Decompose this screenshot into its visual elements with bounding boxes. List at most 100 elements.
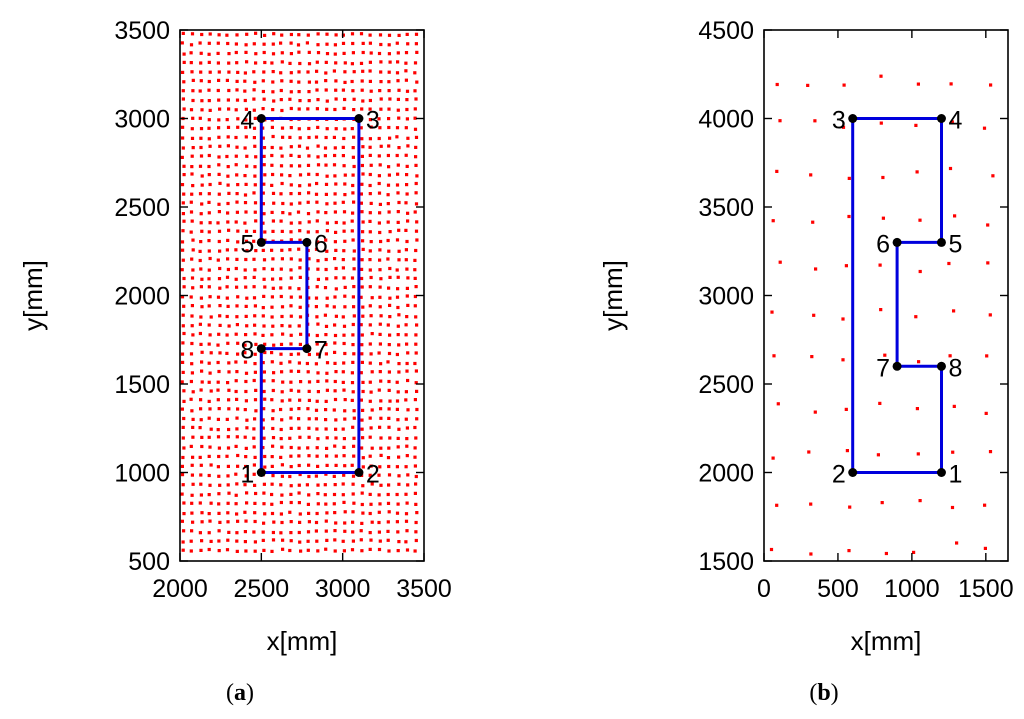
marker-dot (323, 483, 327, 487)
marker-dot (279, 164, 284, 168)
marker-dot (271, 229, 275, 233)
marker-dot (271, 70, 275, 74)
marker-dot (404, 51, 409, 55)
marker-dot (199, 342, 203, 346)
marker-dot (262, 491, 266, 495)
marker-dot (396, 275, 400, 279)
marker-dot (370, 332, 374, 336)
marker-dot (200, 183, 204, 187)
marker-dot (199, 482, 203, 486)
marker-dot (209, 539, 213, 543)
marker-dot (262, 163, 266, 167)
marker-dot (404, 465, 408, 469)
marker-dot (342, 249, 346, 253)
marker-dot (244, 549, 248, 553)
marker-dot (342, 437, 346, 441)
marker-dot (252, 378, 256, 383)
marker-dot (218, 107, 222, 111)
marker-dot (806, 83, 810, 87)
marker-dot (359, 32, 364, 36)
marker-dot (227, 427, 231, 432)
marker-dot (236, 352, 240, 356)
marker-dot (262, 502, 266, 506)
marker-dot (396, 436, 400, 440)
marker-dot (199, 267, 203, 271)
marker-dot (314, 296, 319, 300)
marker-dot (217, 511, 221, 515)
marker-dot (298, 164, 302, 168)
waypoint-8 (256, 344, 266, 354)
marker-dot (226, 381, 230, 385)
marker-dot (949, 82, 953, 86)
marker-dot (947, 261, 951, 266)
marker-dot (386, 520, 390, 524)
marker-dot (289, 145, 293, 149)
marker-dot (315, 88, 319, 92)
marker-dot (413, 398, 417, 402)
marker-dot (235, 88, 239, 92)
marker-dot (189, 549, 193, 553)
marker-dot (333, 192, 337, 196)
marker-dot (218, 181, 222, 185)
marker-dot (234, 472, 238, 476)
marker-dot (218, 286, 222, 290)
marker-dot (280, 399, 284, 403)
marker-dot (387, 379, 391, 384)
marker-dot (360, 267, 364, 271)
marker-dot (405, 501, 409, 505)
marker-dot (881, 216, 885, 220)
marker-dot (359, 538, 363, 542)
marker-dot (288, 61, 292, 65)
marker-dot (334, 97, 338, 101)
marker-dot (244, 257, 248, 262)
marker-dot (244, 285, 248, 289)
marker-dot (297, 247, 301, 251)
marker-dot (333, 201, 337, 205)
marker-dot (217, 98, 221, 102)
marker-dot (323, 146, 328, 150)
marker-dot (809, 173, 813, 177)
marker-dot (297, 90, 301, 94)
marker-dot (377, 510, 381, 514)
marker-dot (413, 127, 418, 131)
marker-dot (280, 257, 284, 261)
marker-dot (334, 418, 338, 422)
marker-dot (315, 200, 319, 204)
marker-dot (325, 296, 329, 300)
marker-dot (316, 549, 320, 553)
marker-dot (324, 529, 328, 533)
marker-dot (252, 239, 256, 243)
marker-dot (253, 323, 257, 327)
waypoint-5 (256, 237, 266, 247)
marker-dot (191, 238, 195, 242)
marker-dot (199, 418, 203, 422)
marker-dot (262, 548, 266, 552)
marker-dot (397, 249, 401, 253)
marker-dot (191, 286, 195, 290)
marker-dot (325, 249, 329, 253)
marker-dot (217, 369, 221, 374)
marker-dot (217, 33, 221, 37)
marker-dot (207, 164, 211, 169)
marker-dot (405, 286, 409, 290)
x-tick-label: 3500 (396, 575, 452, 603)
marker-dot (199, 473, 203, 477)
marker-dot (181, 436, 185, 440)
waypoint-1 (256, 468, 266, 477)
marker-dot (950, 120, 954, 124)
marker-dot (333, 379, 337, 384)
marker-dot (190, 324, 194, 328)
marker-dot (413, 425, 417, 430)
marker-dot (413, 268, 417, 272)
marker-dot (406, 351, 410, 355)
marker-dot (414, 229, 419, 233)
marker-dot (270, 210, 274, 214)
marker-dot (387, 125, 391, 130)
marker-dot (189, 397, 193, 401)
marker-dot (190, 70, 194, 74)
marker-dot (341, 380, 345, 384)
marker-dot (227, 388, 231, 392)
marker-dot (199, 61, 203, 65)
marker-dot (235, 549, 239, 553)
marker-dot (343, 193, 347, 197)
